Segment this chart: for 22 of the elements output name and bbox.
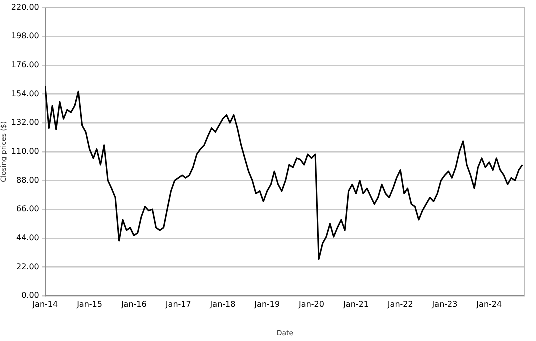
- x-tick-label: Jan-23: [431, 300, 458, 309]
- y-tick-label: 22.00: [16, 262, 40, 272]
- y-tick-label: 220.00: [11, 2, 40, 12]
- x-tick-label: Jan-18: [209, 300, 236, 309]
- y-tick-label: 154.00: [11, 89, 40, 98]
- y-tick-label: 198.00: [11, 32, 40, 41]
- y-tick-label: 88.00: [16, 176, 40, 185]
- y-tick-label: 176.00: [11, 60, 40, 70]
- y-tick-label: 66.00: [16, 204, 40, 214]
- x-tick-label: Jan-14: [32, 300, 58, 309]
- x-tick-label: Jan-16: [120, 300, 147, 309]
- y-tick-label: 0.00: [22, 291, 40, 300]
- x-tick-label: Jan-15: [76, 300, 102, 309]
- x-tick-label: Jan-19: [254, 300, 280, 309]
- y-tick-label: 132.00: [11, 118, 40, 128]
- y-tick-label: 110.00: [11, 146, 40, 156]
- x-tick-label: Jan-22: [386, 300, 414, 309]
- x-tick-label: Jan-20: [298, 300, 324, 309]
- y-tick-label: 44.00: [16, 233, 40, 242]
- x-tick-label: Jan-24: [476, 300, 502, 309]
- x-tick-label: Jan-21: [342, 300, 369, 309]
- x-tick-label: Jan-17: [164, 300, 192, 309]
